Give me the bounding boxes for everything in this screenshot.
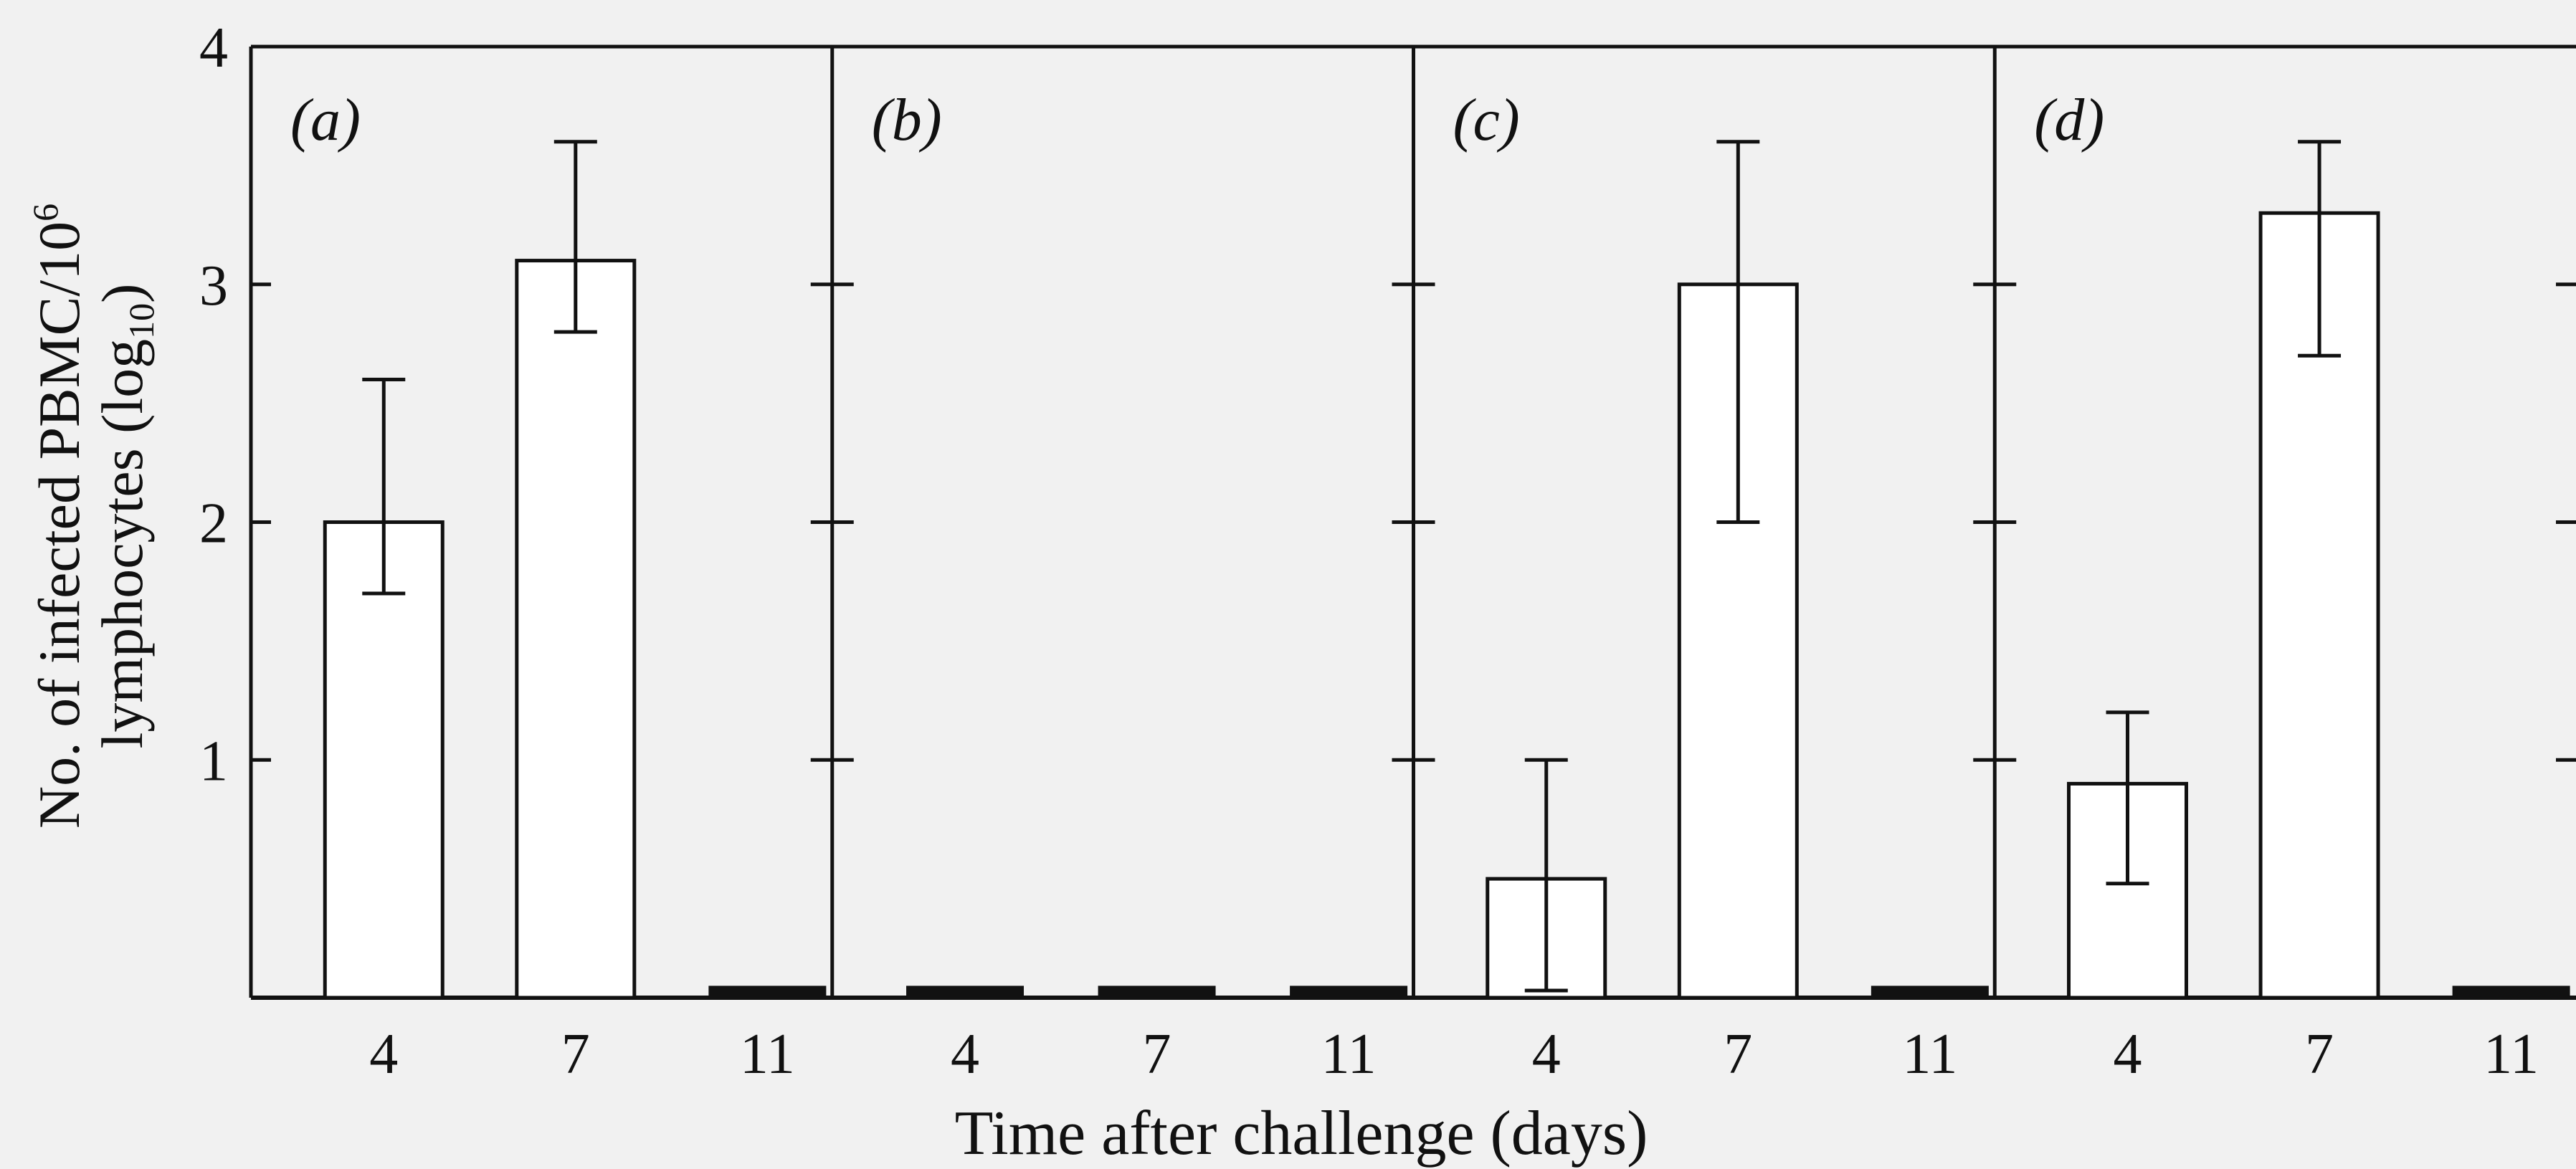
panel-label: (b): [872, 87, 942, 153]
bar-filled: [1871, 986, 1989, 998]
x-tick-label: 7: [1143, 1023, 1171, 1086]
y-tick-label: 3: [199, 254, 228, 318]
x-tick-label: 7: [1724, 1023, 1752, 1086]
y-tick-label: 4: [199, 16, 228, 80]
x-tick-label: 7: [2305, 1023, 2334, 1086]
y-axis-title-subscript: 10: [121, 303, 161, 339]
y-tick-label: 1: [199, 730, 228, 793]
y-axis-title-second-line: lymphocytes (log10): [90, 284, 161, 749]
panel-label: (d): [2034, 87, 2104, 153]
bar-filled: [708, 986, 827, 998]
x-tick-label: 4: [951, 1023, 979, 1086]
panel-label: (c): [1453, 87, 1520, 153]
bar-filled: [906, 986, 1025, 998]
labels-layer: 1 2 3 4 (a) 4 7 11 (b) 4 7 11 (c) 4 7 11 (d) 4 7 11: [199, 16, 2539, 1086]
bar: [323, 520, 445, 1000]
y-axis-title-close: ): [90, 284, 155, 303]
x-tick-label: 4: [1532, 1023, 1561, 1086]
y-tick-label: 2: [199, 492, 228, 555]
x-tick-label: 11: [740, 1023, 795, 1086]
bar-filled: [1098, 986, 1216, 998]
x-axis-title: Time after challenge (days): [955, 1099, 1648, 1168]
y-axis-title-superscript: 6: [25, 204, 65, 221]
bar: [515, 259, 637, 1000]
x-tick-label: 11: [1902, 1023, 1957, 1086]
x-tick-label: 7: [561, 1023, 590, 1086]
bars-layer: [323, 140, 2570, 1000]
y-axis-title-line2: lymphocytes (log: [90, 339, 155, 749]
y-axis-title-line1: No. of infected PBMC/10: [27, 221, 92, 829]
axes-layer: [249, 44, 2576, 1000]
panel-label: (a): [290, 87, 361, 153]
bar-filled: [2452, 986, 2570, 998]
x-tick-label: 4: [369, 1023, 398, 1086]
x-tick-label: 11: [1321, 1023, 1377, 1086]
x-tick-label: 4: [2114, 1023, 2142, 1086]
y-axis-title: No. of infected PBMC/106: [25, 204, 92, 829]
bar-filled: [1290, 986, 1408, 998]
x-tick-label: 11: [2484, 1023, 2539, 1086]
